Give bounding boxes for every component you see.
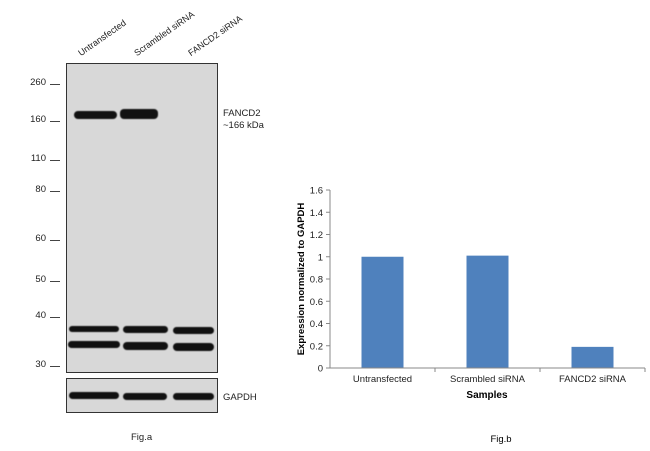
band-upper-fancd2 [173,327,214,334]
gapdh-band-fancd2 [173,393,214,400]
main-blot-panel [66,63,218,373]
fig-a-caption: Fig.a [131,432,153,443]
y-axis-title: Expression normalized to GAPDH [296,203,307,356]
gapdh-blot-panel [66,378,218,413]
bar [571,346,614,368]
x-category-label: Scrambled siRNA [450,374,526,385]
mw-label-80: 80 [35,184,46,195]
target-label: FANCD2 ~166 kDa [223,108,264,132]
mw-tick-40 [50,317,60,318]
band-lower-scrambled [123,342,168,350]
mw-tick-260 [50,84,60,85]
bar [361,256,404,368]
loading-control-label: GAPDH [223,392,257,403]
y-tick-label: 0.4 [310,319,323,330]
mw-tick-80 [50,191,60,192]
band-lower-untransfected [68,341,120,348]
target-size: ~166 kDa [223,120,264,131]
mw-tick-60 [50,240,60,241]
band-upper-scrambled [123,326,168,333]
gapdh-band-scrambled [123,393,167,400]
gapdh-band-untransfected [69,392,119,399]
mw-label-260: 260 [30,77,46,88]
mw-label-30: 30 [35,359,46,370]
x-axis-title: Samples [466,390,508,401]
y-tick-label: 1.6 [310,186,323,197]
mw-label-50: 50 [35,274,46,285]
y-tick-label: 0 [318,364,323,375]
x-category-label: FANCD2 siRNA [559,374,627,385]
y-tick-label: 1 [318,252,323,263]
band-lower-fancd2 [173,343,214,351]
mw-label-60: 60 [35,233,46,244]
x-category-label: Untransfected [353,374,412,385]
mw-tick-110 [50,160,60,161]
y-tick-label: 1.4 [310,208,323,219]
y-tick-label: 0.8 [310,275,323,286]
y-tick-label: 0.2 [310,341,323,352]
mw-tick-50 [50,281,60,282]
mw-tick-160 [50,121,60,122]
bar [466,255,509,368]
target-name: FANCD2 [223,108,261,119]
band-upper-untransfected [69,326,119,332]
y-tick-label: 1.2 [310,230,323,241]
mw-label-160: 160 [30,114,46,125]
mw-tick-30 [50,366,60,367]
fancd2-band-untransfected [74,111,117,119]
mw-label-110: 110 [30,153,46,164]
mw-label-40: 40 [35,310,46,321]
y-tick-label: 0.6 [310,297,323,308]
fig-b-caption: Fig.b [490,434,511,445]
fancd2-band-scrambled [120,109,158,119]
